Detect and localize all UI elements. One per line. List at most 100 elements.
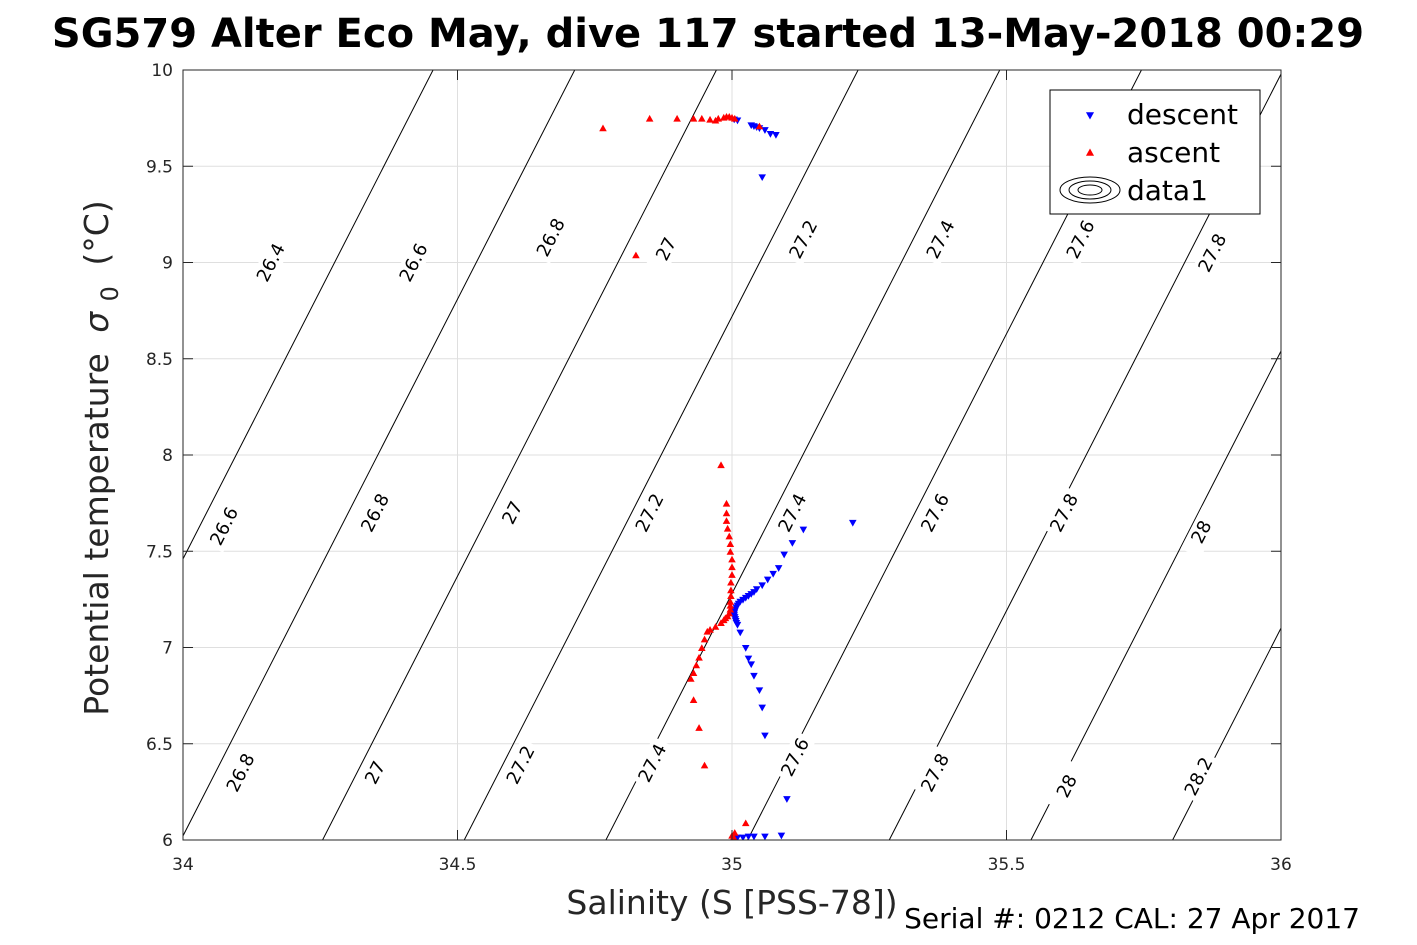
isopycnal-label-bg: [354, 746, 396, 800]
descent-point: [750, 672, 758, 680]
descent-point: [758, 704, 766, 712]
y-axis-title-unit: (°C): [77, 200, 116, 265]
x-tick-label: 34: [172, 855, 194, 875]
descent-point: [849, 519, 857, 527]
isopycnal-line: [1030, 350, 1281, 840]
x-axis-title: Salinity (S [PSS-78]): [566, 883, 897, 922]
y-tick-label: 10: [151, 61, 173, 81]
isopycnal-line: [183, 70, 434, 560]
ascent-point: [687, 675, 695, 682]
chart-title: SG579 Alter Eco May, dive 117 started 13…: [52, 11, 1364, 57]
isopycnal-label-bg: [499, 738, 542, 792]
y-tick-label: 8: [162, 446, 173, 466]
y-axis-title-subscript: 0: [96, 286, 124, 301]
ascent-point: [692, 661, 701, 669]
serial-calibration-text: Serial #: 0212 CAL: 27 Apr 2017: [904, 902, 1360, 935]
y-axis-ticks: 6 6.5 7 7.5 8 8.5 9 9.5 10: [146, 61, 1281, 851]
legend-marker-descent: [1085, 112, 1095, 120]
ascent-point: [726, 598, 735, 605]
descent-point: [758, 174, 766, 182]
isopycnal-label-bg: [771, 486, 814, 540]
isopycnal-label-bg: [1191, 226, 1234, 280]
isopycnal-label-bg: [628, 486, 671, 540]
isopycnal-label-bg: [491, 486, 534, 540]
descent-point: [761, 833, 769, 840]
isopycnal-line: [463, 70, 859, 840]
legend: descent ascent data1: [1049, 89, 1261, 215]
ascent-point: [645, 114, 654, 122]
isopycnal-label-bg: [782, 213, 825, 266]
descent-point: [783, 796, 791, 803]
legend-marker-ascent: [1085, 148, 1095, 156]
ascent-point: [726, 540, 735, 548]
legend-box: [1049, 89, 1261, 215]
isopycnal-label-bg: [631, 736, 674, 790]
y-tick-label: 7: [162, 639, 173, 659]
x-tick-label: 35.5: [988, 855, 1026, 875]
ascent-point: [727, 592, 735, 600]
isopycnal-line: [1172, 627, 1281, 840]
isopycnal-label-bg: [1046, 759, 1088, 813]
ascent-point: [711, 623, 720, 630]
descent-point: [799, 526, 808, 534]
isopycnal-line: [605, 70, 1001, 840]
y-axis-title-text: Potential temperature: [77, 353, 116, 715]
y-tick-label: 6: [162, 831, 173, 851]
descent-point: [772, 131, 780, 139]
ascent-point: [689, 669, 698, 677]
legend-label-data1: data1: [1127, 174, 1208, 207]
y-axis-title: Potential temperature σ 0 (°C): [77, 200, 126, 715]
isopycnal-label-bg: [774, 730, 816, 784]
legend-label-descent: descent: [1127, 98, 1238, 131]
descent-point: [744, 655, 753, 663]
ascent-point: [700, 635, 709, 643]
isopycnal-label-bg: [1177, 750, 1220, 803]
ascent-point: [725, 532, 734, 540]
descent-point: [750, 833, 758, 840]
isopycnal-label-bg: [1059, 213, 1102, 266]
ascent-point: [755, 122, 764, 130]
isopycnal-line: [1295, 32, 1417, 879]
descent-point: [777, 832, 786, 840]
ascent-point: [599, 124, 607, 132]
isopycnal-label-bg: [914, 486, 956, 540]
ascent-point: [722, 517, 731, 524]
descent-point: [758, 582, 766, 590]
isopycnal-label-bg: [354, 486, 396, 540]
descent-point: [780, 551, 788, 559]
x-tick-label: 35: [721, 855, 743, 875]
ascent-point: [728, 563, 736, 571]
ascent-point: [726, 601, 735, 609]
isopycnal-label-bg: [1180, 505, 1223, 559]
isopycnal-line: [321, 70, 717, 840]
ascent-point: [695, 724, 703, 731]
ascent-point: [726, 548, 735, 555]
data-points: [599, 112, 857, 840]
ascent-point: [728, 555, 736, 563]
ascent-point: [700, 761, 709, 769]
ascent-point: [689, 696, 698, 703]
descent-point: [769, 570, 777, 578]
ascent-point: [728, 571, 736, 578]
y-tick-label: 9.5: [146, 157, 173, 177]
isopycnal-label-bg: [530, 211, 572, 264]
ascent-point: [717, 619, 725, 626]
descent-point: [761, 732, 769, 740]
descent-point: [739, 834, 747, 840]
ascent-point: [703, 627, 712, 635]
descent-point: [774, 565, 783, 572]
descent-point: [736, 629, 745, 637]
isopycnal-label-bg: [392, 236, 435, 289]
legend-contour-icon: [1059, 176, 1121, 204]
x-tick-label: 36: [1270, 855, 1292, 875]
isopycnal-label-bg: [919, 213, 962, 266]
descent-point: [744, 833, 753, 840]
ascent-point: [717, 461, 725, 469]
ascent-point: [689, 114, 698, 122]
ascent-point: [695, 653, 703, 661]
ascent-point: [722, 509, 731, 517]
isopycnal-label-bg: [914, 746, 956, 800]
isopycnal-label-bg: [203, 499, 245, 553]
ascent-point: [723, 524, 732, 532]
